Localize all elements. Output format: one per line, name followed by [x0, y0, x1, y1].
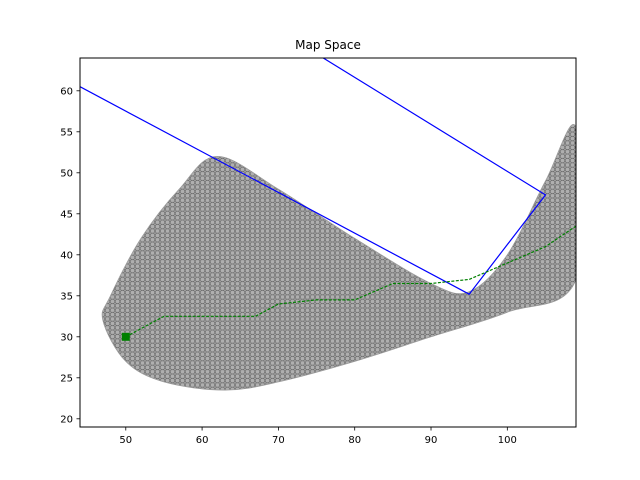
x-tick-label: 60 — [196, 435, 209, 446]
y-tick-label: 35 — [60, 291, 73, 302]
x-tick-label: 90 — [425, 435, 438, 446]
explored-region-mesh — [102, 124, 576, 391]
start-markers — [121, 332, 130, 341]
x-tick-label: 100 — [498, 435, 517, 446]
y-tick-label: 25 — [60, 373, 73, 384]
explored-region-edge — [101, 124, 576, 391]
x-tick-label: 80 — [348, 435, 361, 446]
y-tick-label: 40 — [60, 250, 73, 261]
green-trajectory-line — [125, 225, 576, 338]
blue-boundary-line — [80, 58, 547, 295]
y-tick-label: 55 — [60, 127, 73, 138]
chart-title: Map Space — [295, 38, 361, 52]
plot-area — [80, 58, 576, 391]
x-tick-label: 70 — [272, 435, 285, 446]
start-point-marker — [121, 332, 130, 341]
y-tick-label: 30 — [60, 332, 73, 343]
y-tick-label: 50 — [60, 168, 73, 179]
y-axis: 20 25 30 35 40 45 50 55 60 — [60, 86, 80, 425]
plot-frame — [79, 57, 577, 428]
y-tick-label: 20 — [60, 414, 73, 425]
y-tick-label: 60 — [60, 86, 73, 97]
x-axis: 50 60 70 80 90 100 — [119, 427, 517, 446]
x-tick-label: 50 — [119, 435, 132, 446]
y-tick-label: 45 — [60, 209, 73, 220]
